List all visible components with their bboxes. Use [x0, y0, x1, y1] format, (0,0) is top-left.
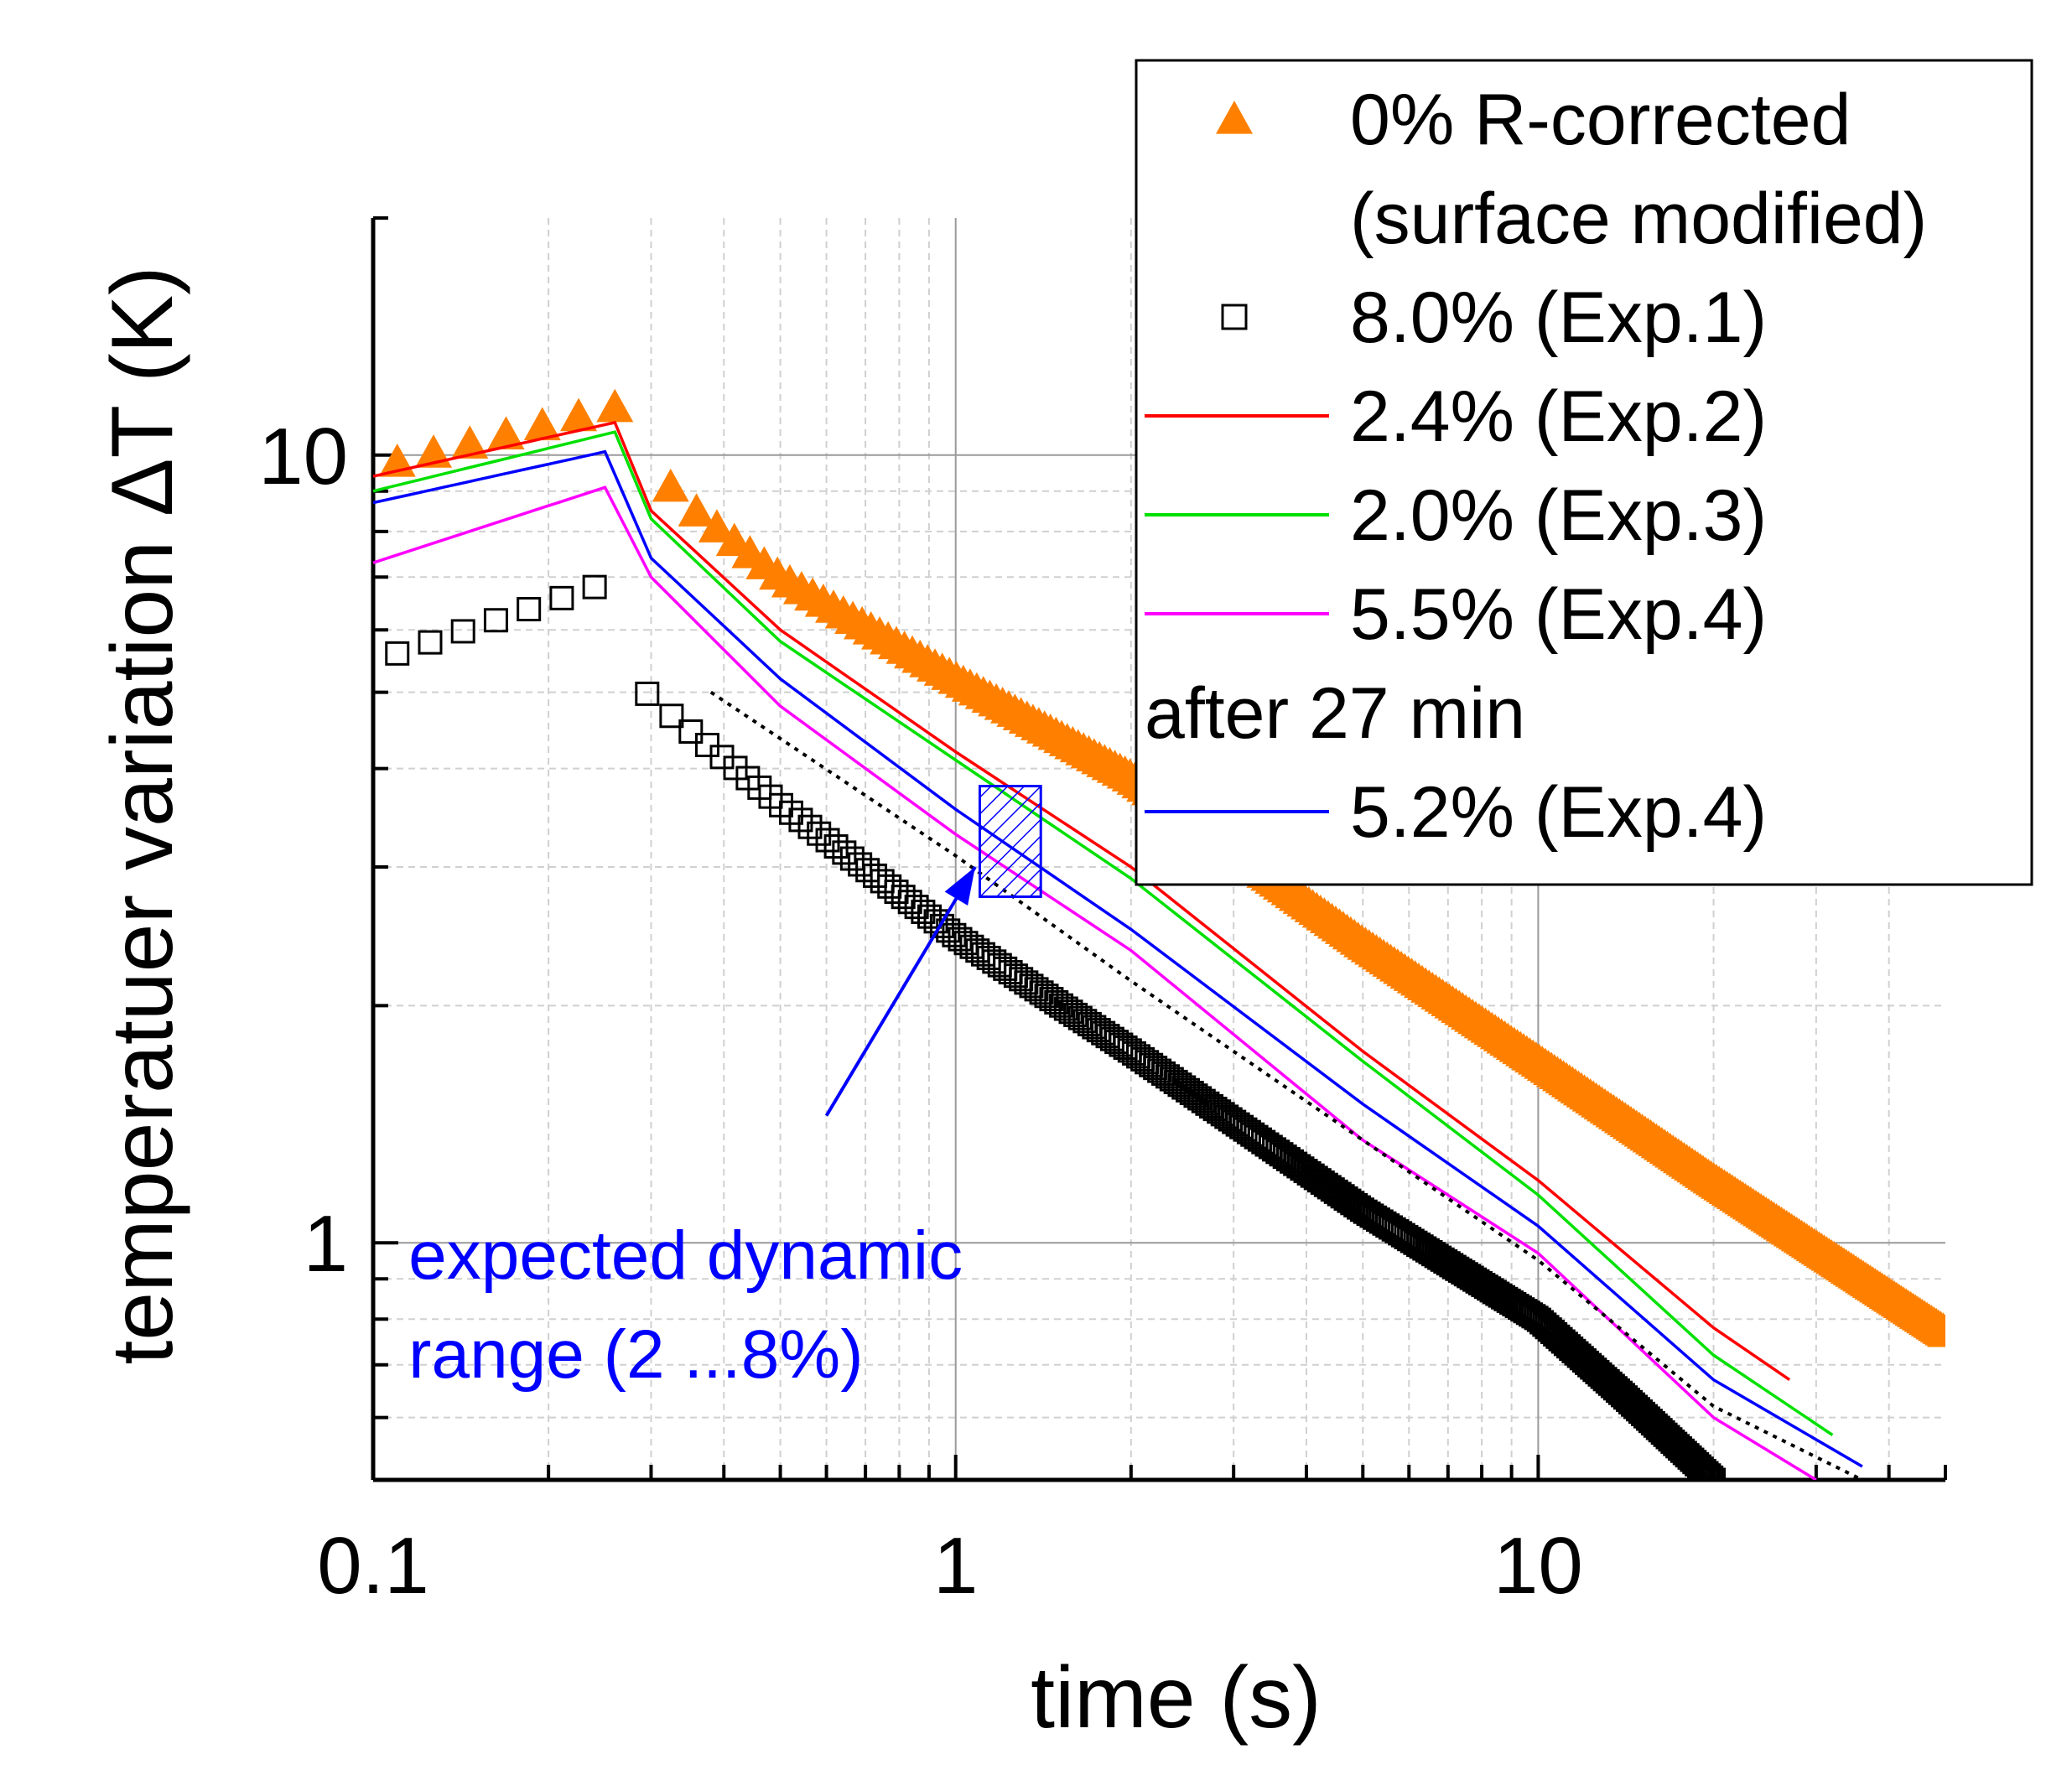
triangle-point: [698, 509, 735, 542]
square-point: [1063, 1002, 1088, 1027]
square-point: [659, 703, 684, 729]
triangle-point: [596, 388, 634, 423]
legend-entry-6: 5.2% (Exp.4): [1145, 772, 1767, 853]
legend: 0% R-corrected (surface modified) 8.0% (Ex…: [1135, 59, 2033, 886]
legend-entry-0: 0% R-corrected (surface modified): [1216, 80, 1927, 259]
legend-triangle-marker: [1216, 101, 1253, 134]
square-point: [549, 585, 574, 610]
dynamic-range-box: [978, 785, 1042, 898]
square-point: [1058, 999, 1083, 1025]
triangle-point: [652, 468, 689, 502]
legend-label: after 27 min: [1145, 673, 1525, 754]
square-point: [917, 904, 943, 929]
series-6: [709, 690, 1863, 1480]
legend-entry-4: 5.5% (Exp.4): [1145, 574, 1767, 655]
annotation-text-line: expected dynamic: [408, 1217, 963, 1294]
legend-label: (surface modified): [1350, 179, 1927, 259]
series-1: [385, 574, 1727, 1480]
x-tick-label: 1: [933, 1521, 978, 1611]
legend-entry-1: 8.0% (Exp.1): [1221, 278, 1767, 358]
triangle-point: [487, 416, 525, 450]
annotation-arrow-line: [824, 865, 977, 1117]
legend-label: 8.0% (Exp.1): [1350, 278, 1767, 358]
square-point: [450, 619, 475, 644]
axes: 0.1 1 10 1 10: [258, 216, 1947, 1611]
square-point: [1049, 993, 1074, 1018]
square-point: [1699, 1465, 1724, 1480]
square-point: [1701, 1467, 1727, 1480]
triangle-point: [678, 493, 715, 527]
legend-entry-3: 2.0% (Exp.3): [1145, 475, 1767, 556]
square-point: [807, 821, 832, 846]
square-point: [678, 719, 704, 744]
legend-label: 2.4% (Exp.2): [1350, 376, 1767, 457]
triangle-point: [523, 407, 561, 441]
legend-label: 5.2% (Exp.4): [1350, 772, 1767, 853]
legend-box: [1135, 59, 2033, 886]
square-point: [788, 807, 813, 833]
triangle-point: [560, 397, 598, 432]
y-axis-title: temperatuer variation ΔT (K): [94, 266, 191, 1364]
square-point: [1053, 996, 1078, 1021]
triangle-point: [451, 425, 489, 459]
y-tick-label: 1: [304, 1199, 348, 1289]
square-point: [911, 899, 936, 924]
annotation-text-line: range (2 ...8%): [408, 1316, 863, 1393]
legend-entry-2: 2.4% (Exp.2): [1145, 376, 1767, 457]
legend-label: 5.5% (Exp.4): [1350, 574, 1767, 655]
square-point: [635, 681, 660, 706]
series-line-6: [709, 690, 1863, 1480]
square-point: [1691, 1458, 1716, 1480]
square-point: [418, 630, 443, 655]
y-tick-label: 10: [258, 412, 348, 501]
square-point: [483, 608, 508, 633]
square-point: [815, 828, 840, 853]
triangle-point: [1927, 1313, 1945, 1347]
legend-label: 2.0% (Exp.3): [1350, 475, 1767, 556]
square-point: [582, 574, 607, 600]
x-tick-label: 10: [1493, 1521, 1583, 1611]
square-point: [1696, 1463, 1721, 1480]
square-point: [517, 597, 542, 622]
legend-square-marker: [1221, 304, 1248, 330]
x-tick-label: 0.1: [317, 1521, 428, 1611]
x-axis-title: time (s): [1031, 1649, 1322, 1747]
square-point: [778, 800, 803, 825]
legend-label: 0% R-corrected: [1350, 80, 1851, 160]
square-point: [385, 641, 410, 666]
square-point: [1694, 1461, 1719, 1480]
annotation: expected dynamic range (2 ...8%): [408, 785, 1042, 1393]
legend-entry-5: after 27 min: [1145, 673, 1525, 754]
square-point: [797, 814, 823, 839]
annotation-arrow-head: [944, 867, 975, 906]
